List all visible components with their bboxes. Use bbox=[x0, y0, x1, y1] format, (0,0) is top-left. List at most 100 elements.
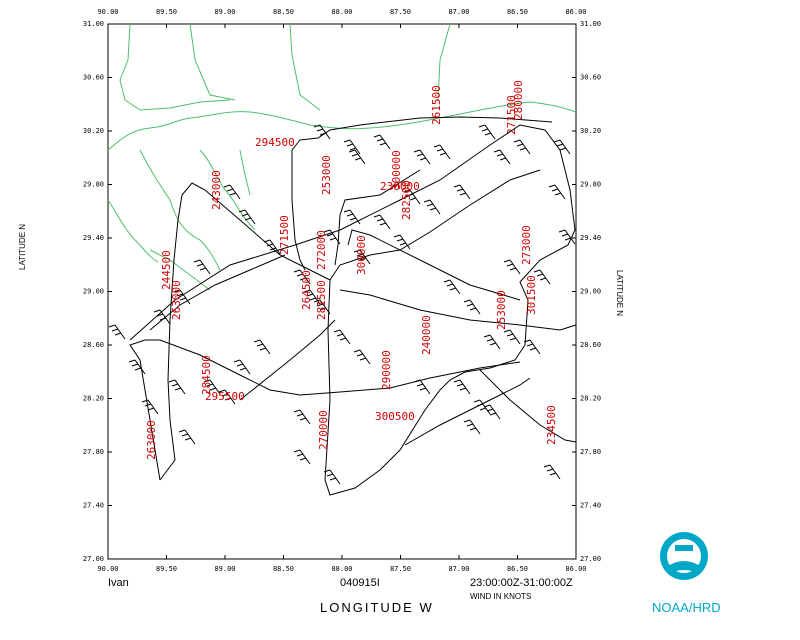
lat-tick-label-right: 29.40 bbox=[580, 234, 601, 242]
lat-tick-label-left: 30.20 bbox=[83, 127, 104, 135]
wind-barb bbox=[178, 429, 196, 445]
y-axis-title-left: LATITUDE N bbox=[18, 223, 27, 270]
lat-tick-label-right: 27.80 bbox=[580, 448, 601, 456]
wind-barb bbox=[483, 404, 501, 420]
noaa-logo-icon bbox=[660, 532, 708, 580]
flight-id: 040915I bbox=[340, 577, 380, 589]
wind-barb bbox=[543, 464, 561, 480]
wind-barb bbox=[393, 234, 411, 250]
lon-tick-label-bottom: 86.00 bbox=[565, 565, 586, 573]
wind-barb bbox=[558, 229, 576, 245]
noaa-credit: NOAA/HRD bbox=[652, 600, 721, 615]
axis-tick-labels: 90.00 90.00 89.50 89.50 89.00 89.00 88.50 88.50… bbox=[83, 8, 601, 573]
wind-barb bbox=[323, 469, 341, 485]
wind-barb bbox=[513, 139, 531, 155]
wind-barb bbox=[353, 249, 371, 265]
wind-barb bbox=[343, 139, 361, 155]
axis-ticks bbox=[107, 23, 577, 560]
wind-barb bbox=[423, 199, 441, 215]
lat-tick-label-right: 28.60 bbox=[580, 341, 601, 349]
y-axis-title-right: LATITUDE N bbox=[615, 270, 624, 317]
observation-label: 281500 bbox=[315, 280, 328, 320]
wind-barb bbox=[403, 189, 421, 205]
wind-barb bbox=[253, 339, 271, 355]
observation-label: 263000 bbox=[170, 280, 183, 320]
wind-barb bbox=[523, 339, 541, 355]
lat-tick-label-left: 27.80 bbox=[83, 448, 104, 456]
observation-label: 300000 bbox=[390, 150, 403, 190]
lat-tick-label-left: 27.00 bbox=[83, 555, 104, 563]
lat-tick-label-right: 30.60 bbox=[580, 74, 601, 82]
observation-label: 282500 bbox=[400, 180, 413, 220]
observation-label: 273000 bbox=[520, 225, 533, 265]
wind-barb bbox=[493, 149, 511, 165]
wind-barb bbox=[293, 409, 311, 425]
observation-label: 280000 bbox=[512, 80, 525, 120]
observation-label: 294500 bbox=[255, 136, 295, 149]
wind-barb bbox=[233, 359, 251, 375]
wind-barb bbox=[348, 149, 366, 165]
wind-barb bbox=[373, 214, 391, 230]
flight-track bbox=[129, 116, 577, 496]
lat-tick-label-left: 29.80 bbox=[83, 181, 104, 189]
lon-tick-label-bottom: 87.50 bbox=[390, 565, 411, 573]
lat-tick-label-left: 28.60 bbox=[83, 341, 104, 349]
observation-label: 243000 bbox=[210, 170, 223, 210]
wind-barb bbox=[483, 334, 501, 350]
observation-label: 270000 bbox=[317, 410, 330, 450]
lat-tick-label-right: 28.20 bbox=[580, 395, 601, 403]
wind-barb bbox=[153, 309, 171, 325]
lon-tick-label-bottom: 89.50 bbox=[156, 565, 177, 573]
wind-barb bbox=[413, 149, 431, 165]
lon-tick-label-top: 90.00 bbox=[97, 8, 118, 16]
observation-label: 271500 bbox=[278, 215, 291, 255]
observation-label: 261500 bbox=[430, 85, 443, 125]
wind-barb bbox=[413, 379, 431, 395]
lat-tick-label-right: 27.00 bbox=[580, 555, 601, 563]
lat-tick-label-right: 29.80 bbox=[580, 181, 601, 189]
lat-tick-label-right: 31.00 bbox=[580, 20, 601, 28]
observation-label: 253000 bbox=[495, 290, 508, 330]
observation-label: 263000 bbox=[145, 420, 158, 460]
wind-barb bbox=[548, 184, 566, 200]
wind-barb bbox=[433, 144, 451, 160]
time-range: 23:00:00Z-31:00:00Z bbox=[470, 577, 573, 589]
lat-tick-label-left: 31.00 bbox=[83, 20, 104, 28]
wind-barb bbox=[313, 299, 331, 315]
wind-barb bbox=[453, 379, 471, 395]
wind-barb bbox=[463, 419, 481, 435]
wind-barb bbox=[503, 329, 521, 345]
wind-barb bbox=[443, 279, 461, 295]
wind-barb bbox=[173, 289, 191, 305]
lat-tick-label-right: 27.40 bbox=[580, 502, 601, 510]
lon-tick-label-top: 87.00 bbox=[448, 8, 469, 16]
wind-barb bbox=[293, 449, 311, 465]
observation-label: 240000 bbox=[420, 315, 433, 355]
wind-barb bbox=[223, 184, 241, 200]
wind-barb bbox=[313, 124, 331, 140]
observation-label: 300000 bbox=[355, 235, 368, 275]
lon-tick-label-top: 88.50 bbox=[273, 8, 294, 16]
observation-label: 300500 bbox=[375, 410, 415, 423]
wind-barb bbox=[141, 399, 159, 415]
observation-label: 253000 bbox=[320, 155, 333, 195]
wind-barb bbox=[168, 379, 186, 395]
wind-barb bbox=[218, 389, 236, 405]
wind-barb bbox=[108, 324, 126, 340]
lon-tick-label-bottom: 87.00 bbox=[448, 565, 469, 573]
observation-label: 264500 bbox=[300, 270, 313, 310]
observation-label: 295500 bbox=[205, 390, 245, 403]
lat-tick-label-right: 29.00 bbox=[580, 288, 601, 296]
wind-barb bbox=[323, 229, 341, 245]
wind-barb bbox=[303, 289, 321, 305]
wind-barb bbox=[343, 209, 361, 225]
observation-label: 234500 bbox=[545, 405, 558, 445]
wind-barb bbox=[463, 299, 481, 315]
wind-barb bbox=[203, 379, 221, 395]
lon-tick-label-bottom: 88.00 bbox=[331, 565, 352, 573]
observation-label: 284500 bbox=[200, 355, 213, 395]
x-axis-title: LONGITUDE W bbox=[320, 600, 434, 615]
lon-tick-label-bottom: 90.00 bbox=[97, 565, 118, 573]
observation-label: 301500 bbox=[525, 275, 538, 315]
lon-tick-label-bottom: 88.50 bbox=[273, 565, 294, 573]
